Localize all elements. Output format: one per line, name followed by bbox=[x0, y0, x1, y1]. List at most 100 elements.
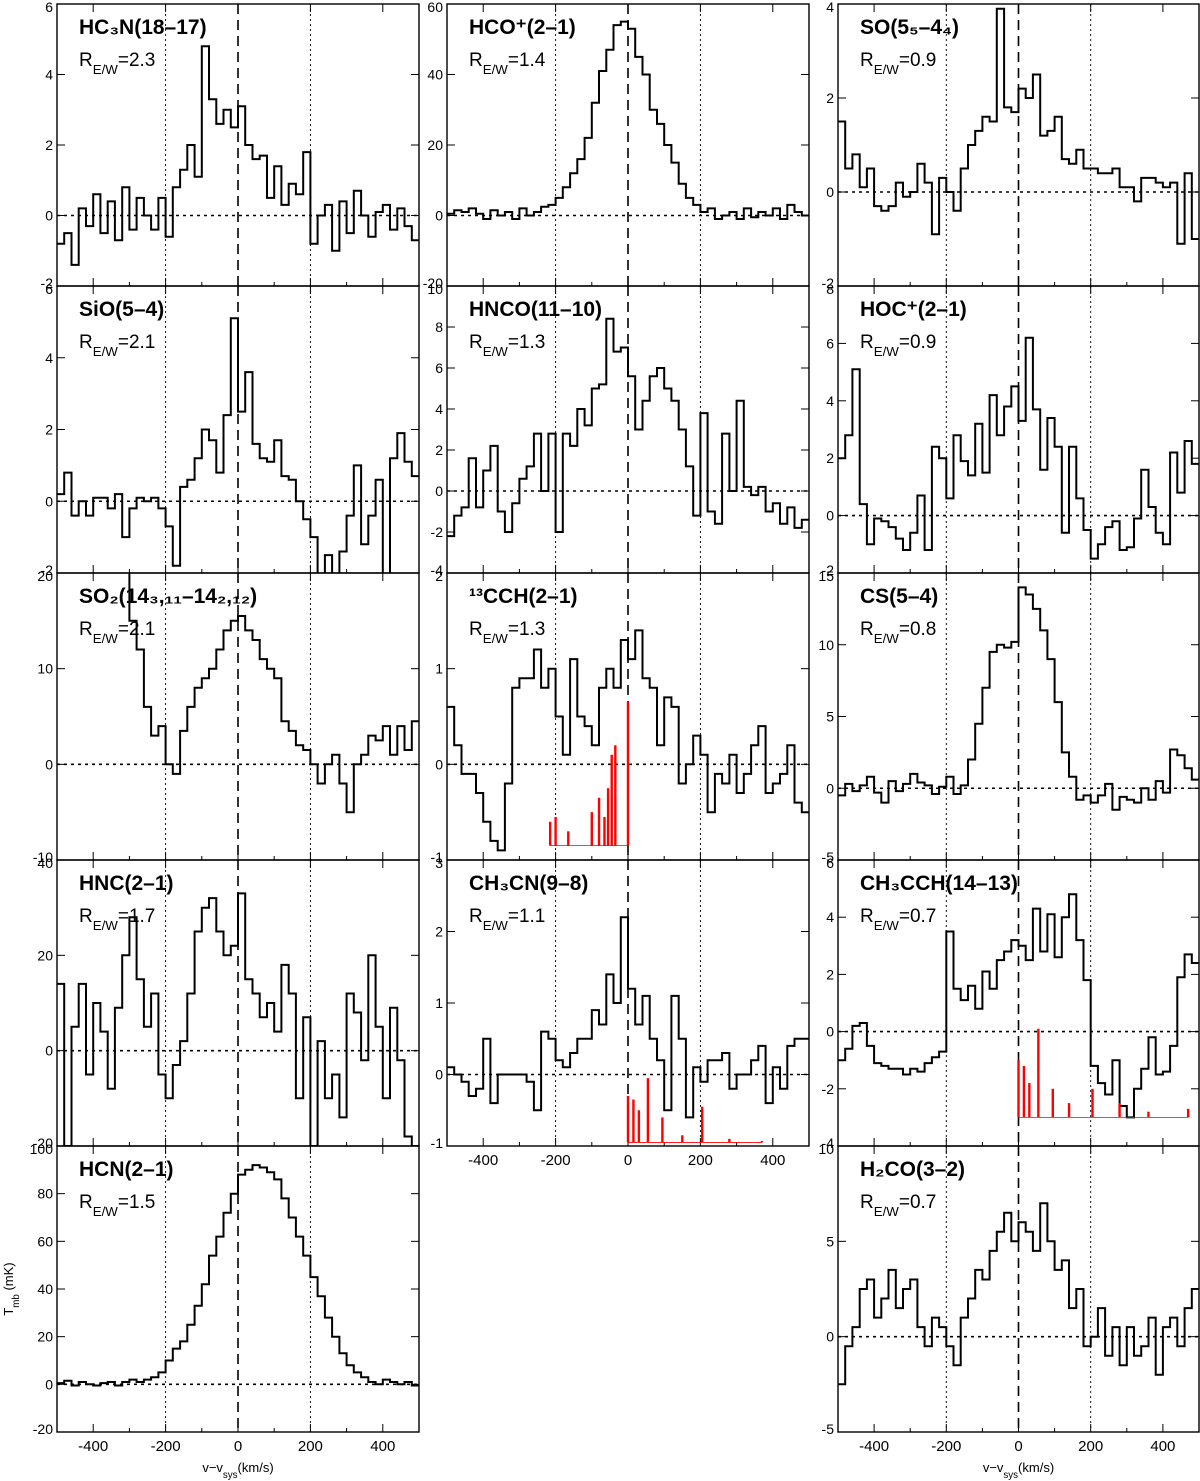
y-tick-label: 2 bbox=[435, 924, 443, 940]
spectrum-panel: -5 0 5 10 -400 -200 0 200 400 H₂CO(3–2) RE/W=0.7 v−… bbox=[818, 1141, 1200, 1481]
molecule-title: HNC(2–1) bbox=[79, 872, 174, 895]
y-tick-label: 6 bbox=[826, 855, 834, 871]
y-tick-label: 20 bbox=[37, 947, 53, 963]
y-tick-label: 2 bbox=[435, 568, 443, 584]
y-tick-label: 10 bbox=[37, 661, 53, 677]
spectrum-line bbox=[447, 916, 809, 1119]
y-tick-label: 4 bbox=[826, 0, 834, 15]
panel-frame bbox=[837, 3, 1200, 287]
spectrum-line bbox=[838, 1202, 1199, 1386]
ratio-label: RE/W=0.9 bbox=[860, 50, 936, 77]
y-tick-label: 4 bbox=[826, 393, 834, 409]
spectrum-panel: -2 0 2 4 SO(5₅–4₄) RE/W=0.9 bbox=[822, 0, 1200, 291]
x-tick-label: 400 bbox=[760, 1152, 785, 1169]
y-tick-label: -2 bbox=[822, 1081, 835, 1097]
x-tick-label: -200 bbox=[931, 1438, 961, 1455]
y-tick-label: 10 bbox=[818, 637, 834, 653]
y-tick-label: 0 bbox=[826, 184, 834, 200]
y-tick-label: -4 bbox=[822, 1135, 835, 1151]
molecule-title: HCO⁺(2–1) bbox=[469, 16, 576, 39]
y-tick-label: 6 bbox=[435, 360, 443, 376]
spectrum-panel: -4 -2 0 2 4 6 8 10 HNCO(11–10) RE/W=1.3 bbox=[427, 281, 810, 578]
y-tick-label: 1 bbox=[435, 661, 443, 677]
y-tick-label: 20 bbox=[37, 568, 53, 584]
y-tick-label: 2 bbox=[45, 137, 53, 153]
y-tick-label: -2 bbox=[822, 562, 835, 578]
y-tick-label: 0 bbox=[826, 508, 834, 524]
spectrum-panel: -2 0 2 4 6 HC₃N(18–17) RE/W=2.3 bbox=[41, 0, 420, 291]
ratio-label: RE/W=1.4 bbox=[469, 50, 546, 77]
ratio-label: RE/W=0.7 bbox=[860, 906, 936, 933]
ratio-label: RE/W=1.3 bbox=[469, 332, 545, 359]
panel-frame bbox=[56, 3, 420, 287]
spectrum-line bbox=[838, 586, 1199, 811]
spectrum-line bbox=[447, 317, 809, 538]
ratio-label: RE/W=1.3 bbox=[469, 619, 545, 646]
y-tick-label: 2 bbox=[826, 966, 834, 982]
x-tick-label: 400 bbox=[370, 1438, 395, 1455]
x-tick-label: -400 bbox=[859, 1438, 889, 1455]
molecule-title: ¹³CCH(2–1) bbox=[469, 585, 578, 608]
y-tick-label: 5 bbox=[826, 1233, 834, 1249]
y-tick-label: 60 bbox=[37, 1233, 53, 1249]
y-tick-label: 2 bbox=[435, 442, 443, 458]
spectrum-line bbox=[447, 629, 809, 852]
y-tick-label: 8 bbox=[826, 281, 834, 297]
y-tick-label: 1 bbox=[435, 995, 443, 1011]
y-tick-label: 40 bbox=[37, 855, 53, 871]
y-tick-label: 2 bbox=[826, 450, 834, 466]
y-tick-label: 80 bbox=[37, 1186, 53, 1202]
molecule-title: HCN(2–1) bbox=[79, 1158, 174, 1181]
spectrum-panel: -10 0 10 20 SO₂(14₃,₁₁–14₂,₁₂) RE/W=2.1 bbox=[33, 568, 420, 865]
molecule-title: H₂CO(3–2) bbox=[860, 1158, 965, 1181]
y-tick-label: 2 bbox=[826, 90, 834, 106]
x-tick-label: -400 bbox=[468, 1152, 498, 1169]
y-tick-label: -1 bbox=[431, 849, 444, 865]
y-tick-label: 6 bbox=[45, 0, 53, 15]
x-tick-label: 0 bbox=[624, 1152, 632, 1169]
ratio-label: RE/W=1.1 bbox=[469, 906, 545, 933]
spectrum-panel: -4 -2 0 2 4 6 CH₃CCH(14–13) RE/W=0.7 bbox=[822, 855, 1200, 1151]
x-axis-title: v−vsys(km/s) bbox=[983, 1460, 1054, 1481]
y-tick-label: -2 bbox=[431, 524, 444, 540]
y-tick-label: 6 bbox=[45, 281, 53, 297]
y-tick-label: 0 bbox=[45, 1376, 53, 1392]
y-tick-label: 0 bbox=[45, 1043, 53, 1059]
molecule-title: CS(5–4) bbox=[860, 585, 938, 608]
y-tick-label: 4 bbox=[435, 401, 443, 417]
y-tick-label: 20 bbox=[427, 137, 443, 153]
spectrum-line bbox=[838, 7, 1199, 245]
spectrum-line bbox=[57, 892, 419, 1146]
x-tick-label: 200 bbox=[688, 1152, 713, 1169]
ratio-label: RE/W=0.7 bbox=[860, 1192, 936, 1219]
x-tick-label: -200 bbox=[151, 1438, 181, 1455]
y-tick-label: -2 bbox=[822, 275, 835, 291]
molecule-title: CH₃CN(9–8) bbox=[469, 872, 588, 895]
x-tick-label: 200 bbox=[298, 1438, 323, 1455]
y-tick-label: 4 bbox=[826, 909, 834, 925]
x-axis-title: v−vsys(km/s) bbox=[202, 1460, 273, 1481]
y-tick-label: 0 bbox=[826, 780, 834, 796]
spectrum-panel: -2 0 2 4 6 8 HOC⁺(2–1) RE/W=0.9 bbox=[822, 281, 1200, 578]
ratio-label: RE/W=0.9 bbox=[860, 332, 936, 359]
y-tick-label: -20 bbox=[423, 275, 443, 291]
x-tick-label: 200 bbox=[1078, 1438, 1103, 1455]
ratio-label: RE/W=0.8 bbox=[860, 619, 936, 646]
y-tick-label: -1 bbox=[431, 1135, 444, 1151]
spectrum-line bbox=[128, 573, 419, 814]
y-tick-label: 10 bbox=[427, 281, 443, 297]
y-tick-label: 0 bbox=[435, 208, 443, 224]
y-tick-label: -10 bbox=[33, 849, 53, 865]
y-tick-label: 4 bbox=[45, 67, 53, 83]
x-tick-label: 0 bbox=[1014, 1438, 1022, 1455]
y-tick-label: 3 bbox=[435, 855, 443, 871]
y-tick-label: 0 bbox=[45, 756, 53, 772]
y-tick-label: 100 bbox=[30, 1141, 54, 1157]
y-tick-label: 6 bbox=[826, 335, 834, 351]
spectrum-panel: -2 0 2 4 6 SiO(5–4) RE/W=2.1 bbox=[41, 281, 420, 578]
panel-frame bbox=[446, 3, 810, 287]
spectrum-panel: -1 0 1 2 3 -400 -200 0 200 400 CH₃CN(9–8) RE/W=1.1 bbox=[431, 855, 810, 1169]
